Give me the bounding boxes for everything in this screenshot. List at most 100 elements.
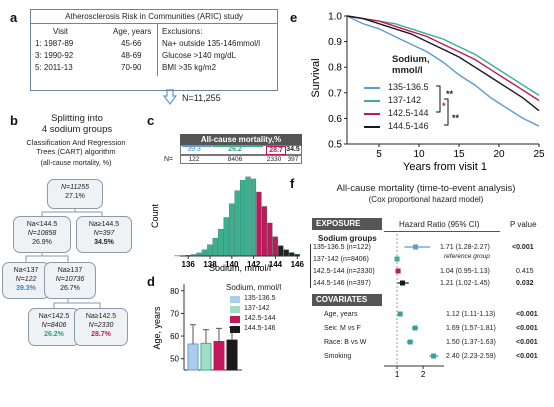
- forest-point: [395, 268, 401, 274]
- age-legend-swatch-3: [230, 316, 240, 323]
- aric-divider: [157, 24, 158, 76]
- age-legend-label-2: 137-142: [244, 305, 270, 312]
- cart-right3-pct: 28.7%: [91, 331, 111, 338]
- forest-title: All-cause mortality (time-to-event analy…: [336, 183, 516, 194]
- down-arrow-icon: [163, 89, 177, 105]
- age-legend-swatch-4: [230, 326, 240, 333]
- visit-age-2: 48-69: [121, 51, 142, 60]
- panel-c-letter: c: [147, 113, 155, 128]
- hist-bar: [229, 203, 235, 257]
- cart-left2-cond: Na<137: [13, 267, 39, 274]
- hist-tick-label: 146: [291, 260, 305, 269]
- cart-right1-n: N=397: [93, 230, 115, 237]
- cart-node-left1: Na<144.5 N=10858 26.9%: [13, 216, 71, 253]
- panel-e-letter: e: [290, 10, 298, 25]
- covariate-row-1-hr: 1.12 (1.11-1.13): [446, 311, 496, 318]
- km-x-tick-label: 5: [376, 149, 382, 160]
- km-x-tick-label: 15: [453, 149, 465, 160]
- hist-tick-label: 144: [269, 260, 283, 269]
- p-header: P value: [510, 220, 537, 229]
- n-row: 122 8406 2330 397: [180, 155, 302, 164]
- covariate-row-3-p: <0.001: [516, 339, 538, 346]
- visit-age-3: 70-90: [121, 63, 142, 72]
- sodium-groups-label: Sodium groups: [318, 234, 377, 243]
- cart-right3-n: N=2330: [88, 322, 114, 329]
- hist-bar: [201, 249, 208, 257]
- mortality-header: All-cause mortality,%: [180, 134, 302, 145]
- km-legend-item-2: 137-142: [364, 94, 444, 107]
- hist-bar: [234, 190, 240, 257]
- covariate-row-3-hr: 1.50 (1.37-1.63): [446, 339, 496, 346]
- forest-point: [407, 339, 413, 345]
- n-label: N=: [164, 156, 174, 163]
- km-legend-label-3: 142.5-144: [388, 108, 429, 118]
- covariate-row-3-label: Race: B vs W: [324, 339, 367, 346]
- km-x-tick-label: 10: [413, 149, 425, 160]
- panel-b-title-line-1: Splitting into: [51, 113, 103, 124]
- km-legend-item-1: 135-136.5: [364, 81, 444, 94]
- cart-left1-n: N=10858: [27, 230, 57, 237]
- km-ylabel: Survival: [310, 58, 322, 97]
- visit-row-3: 5: 2011-13: [35, 63, 73, 72]
- hist-bar: [278, 245, 284, 257]
- cart-left3-pct: 26.2%: [44, 331, 64, 338]
- exposure-row-3-hr: 1.21 (1.02-1.45): [440, 280, 490, 287]
- hist-bar: [218, 229, 224, 257]
- km-legend-label-1: 135-136.5: [388, 82, 429, 92]
- pct-group-2: 26.2: [228, 146, 242, 153]
- km-y-tick-label: 0.6: [328, 114, 342, 125]
- aric-title: Atherosclerosis Risk in Communities (ARI…: [31, 12, 277, 24]
- exposure-row-2-hr: 1.04 (0.95-1.13): [440, 268, 490, 275]
- covariate-row-2-hr: 1.69 (1.57-1.81): [446, 325, 496, 332]
- n-group-4: 397: [287, 156, 299, 163]
- km-legend-title: Sodium, mmol/l: [392, 54, 429, 76]
- km-y-tick-label: 0.9: [328, 37, 342, 48]
- forest-subtitle: (Cox proportional hazard model): [368, 195, 484, 204]
- cart-left1-cond: Na<144.5: [26, 221, 58, 228]
- sodium-histogram: 136 138 140 142 144 146 Count Sodium, mmol/l: [150, 176, 305, 273]
- cart-left3-cond: Na<142.5: [38, 313, 70, 320]
- cart-right2-pct: 26.7%: [60, 285, 80, 292]
- km-series-line: [346, 15, 540, 112]
- km-legend-item-3: 142.5-144: [364, 107, 444, 120]
- cart-node-root: N=11255 27.1%: [47, 179, 103, 209]
- age-header: Age, years: [113, 27, 152, 36]
- covariate-row-1-label: Age, years: [324, 311, 358, 318]
- forest-tick-label: 2: [421, 370, 426, 379]
- age-legend-label-3: 142.5-144: [244, 315, 276, 322]
- cart-node-right3: Na≥142.5 N=2330 28.7%: [74, 308, 128, 346]
- cart-subtitle: Classification And Regression Trees (CAR…: [12, 138, 140, 156]
- sig-mark-2: *: [442, 101, 446, 111]
- km-legend-title-line-2: mmol/l: [392, 65, 423, 76]
- forest-tick-label: 1: [395, 370, 400, 379]
- forest-point: [397, 311, 403, 317]
- age-tick-label: 70: [170, 309, 179, 318]
- hist-bar: [239, 180, 246, 257]
- hist-bar: [212, 237, 218, 257]
- km-y-tick-label: 0.7: [328, 88, 342, 99]
- survival-chart: 1.0 0.9 0.8 0.7 0.6 0.5 5 10 15 20 25 Survival Yea…: [310, 12, 545, 174]
- mortality-pct-row: 39.3 26.2 28.7 34.5: [180, 145, 302, 155]
- panel-a-letter: a: [10, 10, 18, 25]
- pct-group-4: 34.5: [286, 146, 300, 153]
- sodium-group-bracket: [310, 244, 311, 288]
- hist-bar: [256, 191, 262, 257]
- forest-point: [412, 325, 418, 331]
- cart-node-left3: Na<142.5 N=8406 26.2%: [28, 308, 80, 346]
- hist-bar: [283, 249, 289, 257]
- hist-bar: [223, 217, 229, 257]
- visit-header: Visit: [53, 27, 68, 36]
- exposure-row-1-p: <0.001: [512, 244, 534, 251]
- age-legend-swatch-1: [230, 296, 240, 303]
- panel-b-title-line-2: 4 sodium groups: [41, 124, 113, 135]
- km-legend-swatch-4: [364, 126, 380, 128]
- hist-ylabel: Count: [150, 204, 160, 229]
- hr-header-rule: [384, 231, 500, 232]
- cart-left1-pct: 26.9%: [32, 239, 52, 246]
- km-legend-label-4: 144.5-146: [388, 121, 429, 131]
- cart-left3-n: N=8406: [41, 322, 67, 329]
- visit-row-2: 3: 1990-92: [35, 51, 74, 60]
- km-legend-label-2: 137-142: [388, 95, 422, 105]
- cart-left2-pct: 39.3%: [16, 285, 36, 292]
